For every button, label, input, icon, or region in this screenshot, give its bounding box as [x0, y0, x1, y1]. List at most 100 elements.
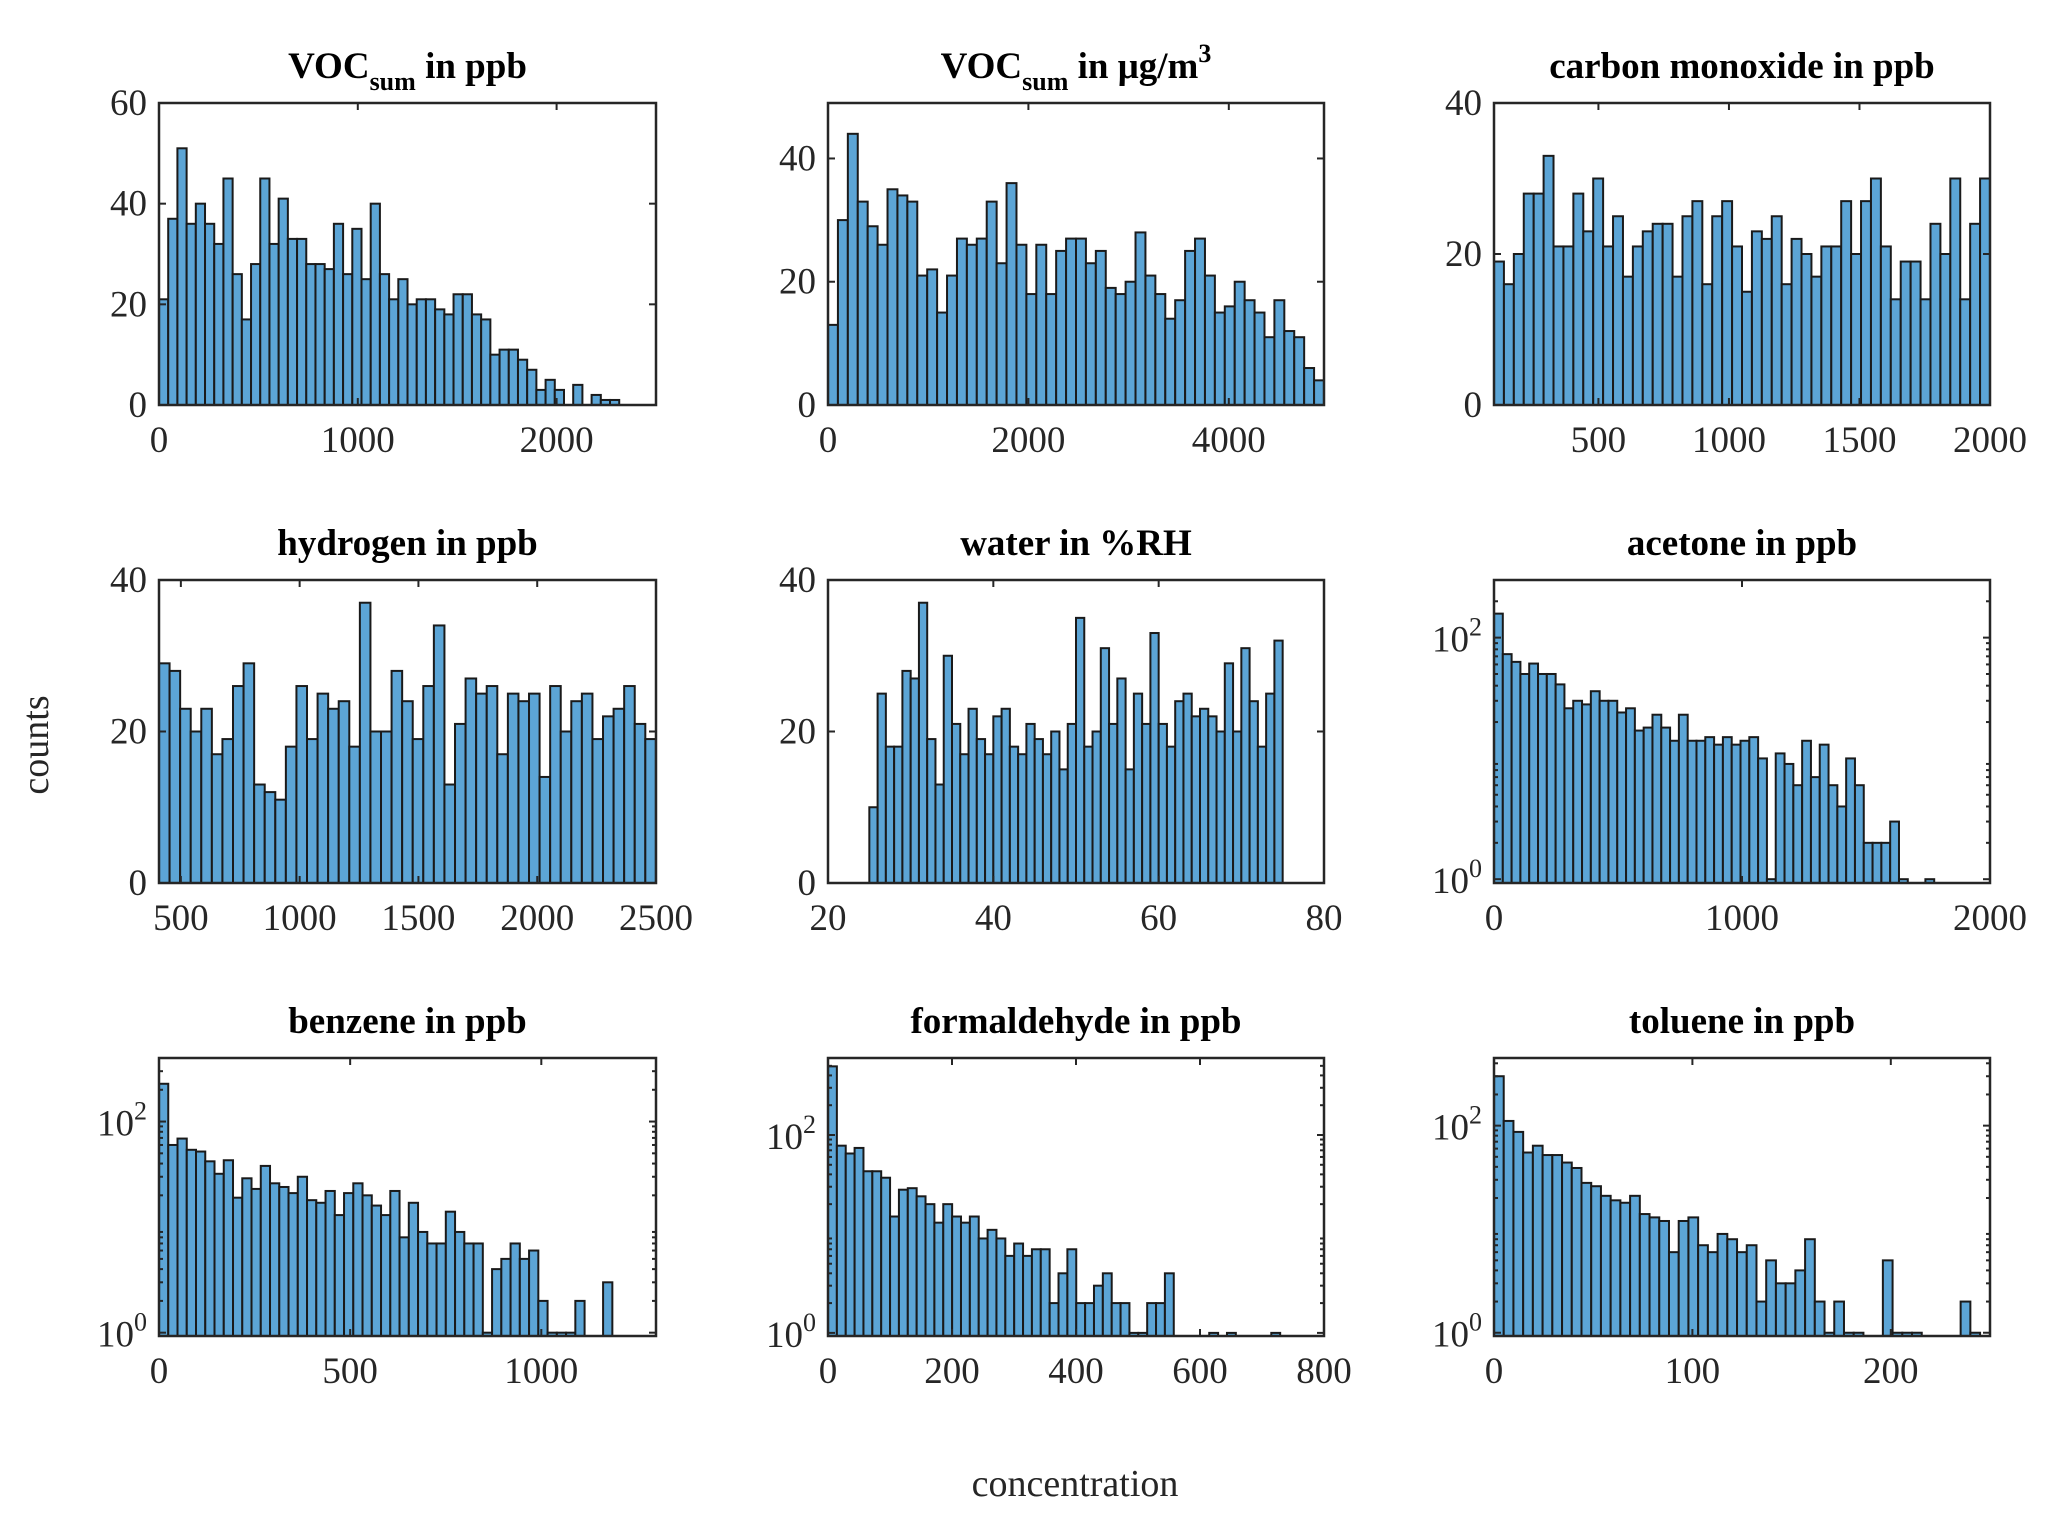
histogram-bar: [210, 753, 224, 884]
histogram-bar: [827, 1065, 838, 1337]
histogram-bar: [1104, 286, 1117, 406]
histogram-bar: [407, 1201, 420, 1338]
bars: [827, 132, 1325, 407]
y-tick-label: 20: [779, 262, 816, 303]
histogram-bar: [422, 685, 435, 884]
histogram-bar: [1661, 222, 1674, 406]
histogram-bar: [1730, 743, 1742, 884]
x-tick-label: 500: [153, 898, 209, 939]
histogram-bar: [1039, 1248, 1051, 1338]
histogram-bar: [1013, 1242, 1025, 1337]
histogram-bar: [360, 278, 372, 406]
histogram-bar: [1066, 722, 1077, 884]
histogram-bar: [1293, 336, 1306, 406]
histogram-bar: [876, 243, 889, 406]
y-tick-label: 0: [1464, 385, 1483, 426]
histogram-bar: [1033, 738, 1044, 885]
histogram-bar: [389, 1189, 401, 1338]
histogram-bar: [633, 722, 647, 884]
histogram-bar: [1667, 1251, 1680, 1338]
x-tick-label: 4000: [1192, 420, 1266, 461]
histogram-bar: [1174, 299, 1187, 406]
histogram-bar: [1889, 820, 1900, 884]
histogram-bar: [1711, 215, 1724, 406]
histogram-bar: [836, 219, 849, 406]
histogram-bar: [1055, 249, 1068, 406]
x-tick-label: 1000: [504, 1351, 578, 1392]
histogram-bar: [1084, 262, 1097, 406]
histogram-bar: [1592, 177, 1605, 406]
histogram-bar: [378, 273, 391, 406]
histogram-bar: [1607, 699, 1619, 884]
histogram-bar: [443, 783, 457, 885]
y-tick-base: 10: [1432, 620, 1469, 661]
histogram-bar: [1774, 752, 1786, 885]
histogram-bar: [1677, 713, 1689, 884]
y-tick-base: 10: [1432, 861, 1469, 902]
histogram-bar: [975, 738, 987, 885]
histogram-bar: [454, 722, 467, 884]
histogram-bar: [1182, 692, 1193, 884]
histogram-bar: [1273, 639, 1284, 884]
x-tick-label: 2000: [520, 420, 594, 461]
histogram-bar: [1810, 275, 1823, 406]
x-tick-label: 1000: [263, 898, 337, 939]
histogram-bar: [580, 692, 594, 884]
histogram-bar: [1502, 1119, 1515, 1338]
histogram-bar: [644, 738, 657, 885]
histogram-bar: [1701, 283, 1714, 407]
histogram-bar: [1631, 245, 1644, 406]
histogram-bar: [602, 1281, 614, 1338]
x-tick-label: 2500: [619, 898, 693, 939]
histogram-bar: [1765, 1259, 1777, 1338]
y-tick-label: 40: [1445, 83, 1482, 124]
y-tick-exponent: 2: [803, 1110, 816, 1139]
histogram-bar: [968, 1215, 980, 1337]
histogram-bar: [472, 1242, 484, 1337]
histogram-bar: [509, 1242, 521, 1337]
histogram-bar: [1223, 662, 1235, 885]
histogram-bar: [1739, 739, 1751, 885]
histogram-bar: [250, 263, 262, 407]
histogram-bar: [1114, 293, 1127, 406]
histogram-bar: [306, 738, 319, 885]
histogram-bar: [1602, 245, 1615, 406]
histogram-bar: [1223, 305, 1236, 406]
histogram-bar: [213, 1172, 225, 1338]
histogram-bar: [1619, 1201, 1632, 1338]
y-tick-base: 10: [1432, 1108, 1469, 1149]
histogram-bar: [1774, 1282, 1787, 1337]
histogram-bar: [1541, 1154, 1554, 1338]
histogram-bar: [886, 188, 899, 406]
histogram-bar: [951, 1215, 962, 1337]
histogram-bar: [1629, 1194, 1641, 1338]
histogram-bar: [1840, 200, 1853, 406]
histogram-bar: [189, 730, 203, 884]
histogram-bar: [1850, 253, 1863, 406]
title-text: toluene in ppb: [1629, 1001, 1855, 1042]
title-text: acetone in ppb: [1627, 523, 1857, 564]
histogram-bar: [361, 1194, 373, 1338]
y-tick-label: 20: [110, 284, 147, 325]
histogram-bar: [1713, 743, 1724, 884]
y-tick-base: 10: [1432, 1315, 1469, 1356]
axes-frame: [1492, 1056, 1992, 1338]
histogram-bar: [590, 393, 602, 406]
histogram-bar: [1871, 841, 1883, 885]
histogram-bar: [1648, 1216, 1661, 1337]
histogram-bar: [489, 353, 501, 406]
histogram-bar: [518, 1257, 531, 1337]
histogram-bar: [1949, 177, 1962, 406]
histogram-bar: [1570, 1166, 1583, 1337]
y-tick-label: 20: [110, 712, 147, 753]
histogram-bar: [528, 1249, 540, 1337]
histogram-bar: [1303, 367, 1316, 407]
histogram-bar: [559, 730, 573, 884]
histogram-bar: [168, 669, 182, 885]
histogram-bar: [498, 348, 510, 406]
histogram-bar: [1134, 231, 1147, 406]
subplot-title: hydrogen in ppb: [277, 523, 538, 564]
histogram-bar: [1681, 215, 1694, 406]
